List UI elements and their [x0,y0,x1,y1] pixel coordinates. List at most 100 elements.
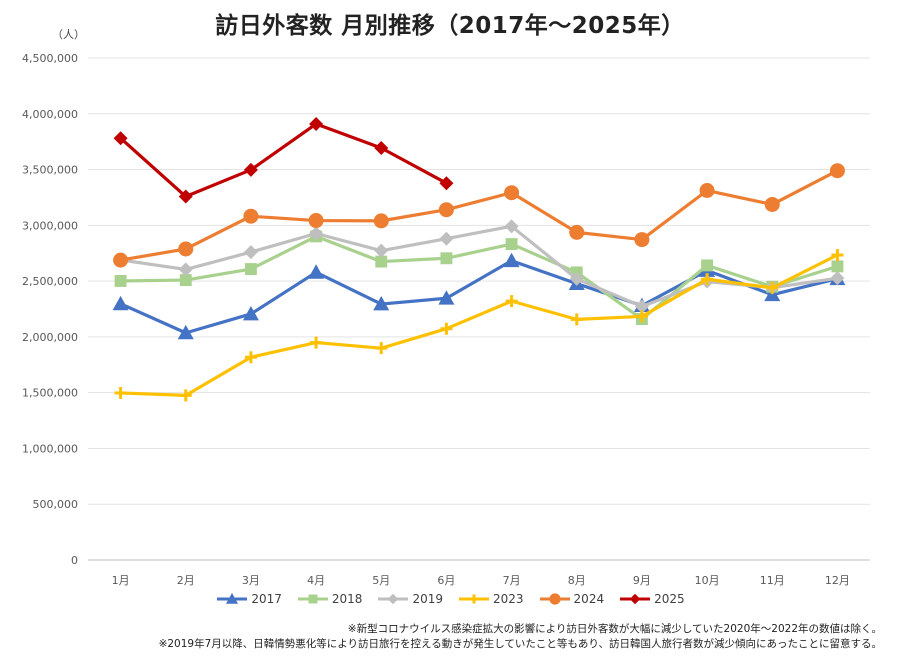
data-point [373,296,390,311]
legend-label: 2017 [251,592,282,606]
x-tick-label: 4月 [307,574,325,587]
data-point [243,208,259,224]
data-point [634,299,649,314]
data-point [244,351,257,364]
data-point [830,271,845,286]
data-point [113,131,128,146]
data-point [504,185,520,201]
legend-label: 2018 [331,592,363,606]
series-2023 [114,249,844,402]
data-point [374,243,389,258]
data-point [439,231,454,246]
data-point [179,274,192,287]
data-point [629,593,641,605]
series-line [119,259,838,335]
y-tick-label: 2,000,000 [22,331,78,344]
data-point [701,273,714,286]
series-2019 [113,219,845,314]
legend-item: 2019 [376,592,443,606]
y-tick-label: 4,500,000 [22,52,78,65]
data-point [242,305,259,321]
series-line [119,122,448,199]
series-line [120,224,838,309]
series-2024 [113,163,845,268]
y-tick-label: 3,000,000 [22,219,78,232]
data-point [373,213,389,229]
legend-swatch [539,593,570,605]
data-point [831,260,844,273]
legend-item: 2023 [457,592,524,606]
series-line [120,169,839,262]
series-2017 [112,252,846,340]
legend-item: 2024 [538,592,605,606]
data-point [179,389,192,402]
data-point [766,281,779,294]
data-point [569,224,585,240]
y-tick-label: 0 [71,554,78,567]
x-tick-label: 10月 [695,574,720,587]
footnote-1: ※新型コロナウイルス感染症拡大の影響により訪日外客数が大幅に減少していた2020… [347,623,882,635]
data-point [469,594,479,604]
data-point [375,342,388,355]
legend-item: 2018 [296,592,363,606]
data-point [243,162,258,177]
footnotes: ※新型コロナウイルス感染症拡大の影響により訪日外客数が大幅に減少していた2020… [159,622,882,652]
data-point [634,232,650,248]
x-tick-label: 7月 [503,574,521,587]
legend-label: 2025 [654,592,685,606]
data-point [504,219,519,234]
x-tick-label: 1月 [112,574,130,587]
data-point [310,336,323,349]
data-point [244,263,257,276]
data-point [388,593,399,605]
data-point [374,140,389,155]
data-point [505,295,518,308]
legend-label: 2024 [573,592,605,606]
legend-item: 2017 [215,592,282,606]
x-tick-label: 2月 [177,574,195,587]
data-point [635,310,648,323]
data-point [438,202,454,218]
x-tick-label: 12月 [825,574,850,587]
data-point [309,116,324,131]
series-2025 [113,116,454,204]
data-point [831,249,844,262]
data-point [112,295,129,311]
chart-legend: 2017 2018 2019 2023 2024 2025 [0,592,900,606]
legend-item: 2025 [618,592,685,606]
data-point [177,324,194,340]
y-tick-label: 4,000,000 [22,108,78,121]
data-point [438,290,455,305]
y-tick-label: 500,000 [33,498,79,511]
x-tick-label: 11月 [760,574,785,587]
data-point [308,213,324,229]
legend-label: 2023 [493,592,524,606]
data-point [308,594,318,604]
legend-swatch [620,593,651,605]
data-point [440,322,453,335]
data-point [829,163,845,179]
chart-title: 訪日外客数 月別推移（2017年～2025年） [215,13,685,39]
y-tick-label: 1,500,000 [22,387,78,400]
x-tick-label: 3月 [242,574,260,587]
data-point [178,241,194,257]
data-point [243,245,258,260]
data-point [178,262,193,277]
legend-label: 2019 [412,592,443,606]
series-line [120,253,839,398]
x-tick-label: 5月 [372,574,390,587]
data-point [309,226,324,241]
y-tick-label: 3,500,000 [22,164,78,177]
data-point [226,593,239,604]
y-tick-label: 2,500,000 [22,275,78,288]
data-point [440,252,453,265]
series-line [120,234,838,321]
legend-swatch [217,593,248,604]
y-axis-unit-label: （人） [52,28,85,41]
data-point [439,176,454,191]
legend-swatch [378,593,409,605]
data-point [114,275,127,287]
data-point [764,196,780,212]
legend-swatch [459,594,489,604]
